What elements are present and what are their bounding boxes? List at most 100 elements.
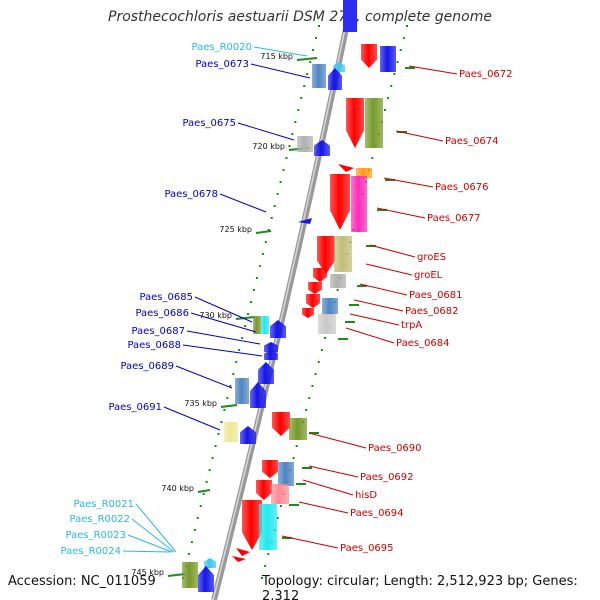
tick-label: 730 kbp xyxy=(199,311,232,320)
outer-track-dot xyxy=(320,349,323,351)
inner-track-dot xyxy=(247,313,250,315)
gene-feature xyxy=(271,484,289,504)
inner-track-dot xyxy=(273,205,276,207)
label-leader-line xyxy=(131,518,175,553)
label-leader-line xyxy=(190,312,257,333)
inner-track-dot xyxy=(238,349,241,351)
tick-label: 745 kbp xyxy=(131,568,164,577)
label-leader-line xyxy=(182,344,263,357)
gene-feature xyxy=(328,68,342,90)
label-leader-line xyxy=(194,296,253,323)
gene-label-paes-r0020: Paes_R0020 xyxy=(192,42,252,53)
gene-feature xyxy=(264,350,278,360)
inner-track-dot xyxy=(196,517,199,519)
label-leader-line xyxy=(122,550,171,553)
gene-feature xyxy=(198,566,214,592)
inner-track-dot xyxy=(285,157,288,159)
gene-label-paes-0685: Paes_0685 xyxy=(139,292,193,303)
gene-label-paes-0686: Paes_0686 xyxy=(135,308,189,319)
gene-feature xyxy=(297,136,313,152)
inner-track-dot xyxy=(250,301,252,303)
gene-feature xyxy=(262,460,278,478)
tick-mark xyxy=(197,489,211,493)
gene-feature xyxy=(289,418,307,440)
outer-track-dot xyxy=(311,385,314,387)
inner-track-dot xyxy=(220,421,223,423)
label-leader-line xyxy=(345,327,395,344)
gene-feature xyxy=(318,314,336,334)
label-leader-line xyxy=(127,534,173,553)
label-leader-line xyxy=(349,313,400,326)
outer-track-dot xyxy=(383,109,386,111)
outer-track-dot xyxy=(261,577,263,579)
inner-track-dot xyxy=(318,25,320,27)
tick-mark xyxy=(255,230,272,234)
label-leader-line xyxy=(308,465,359,478)
inner-track-dot xyxy=(193,529,196,531)
gene-label-paes-0684: Paes_0684 xyxy=(396,338,450,349)
outer-track-dot xyxy=(292,457,295,459)
label-leader-line xyxy=(186,330,261,345)
label-leader-line xyxy=(365,263,413,276)
tick-label: 720 kbp xyxy=(252,142,285,151)
gene-label-groes: groES xyxy=(417,252,446,263)
inner-track-dot xyxy=(190,541,193,543)
gene-label-paes-r0021: Paes_R0021 xyxy=(74,499,134,510)
inner-track-dot xyxy=(187,553,190,555)
gene-feature xyxy=(270,320,286,338)
gene-feature xyxy=(250,382,266,408)
label-leader-line xyxy=(298,501,349,514)
inner-track-dot xyxy=(303,85,306,87)
inner-track-dot xyxy=(208,469,211,471)
label-leader-line xyxy=(369,244,416,258)
outer-track-dot xyxy=(390,85,393,87)
accession-text: Accession: NC_011059 xyxy=(8,574,156,589)
inner-track-dot xyxy=(226,397,229,399)
gene-feature xyxy=(306,294,320,308)
inner-track-dot xyxy=(264,241,267,243)
gene-label-paes-0681: Paes_0681 xyxy=(409,290,463,301)
gene-feature xyxy=(361,44,377,68)
gene-feature xyxy=(264,342,278,352)
gene-label-paes-0687: Paes_0687 xyxy=(131,326,185,337)
inner-track-dot xyxy=(276,193,279,195)
inner-track-dot xyxy=(202,493,205,495)
gene-feature xyxy=(302,308,314,318)
tick-label: 725 kbp xyxy=(219,225,252,234)
inner-track-dot xyxy=(309,61,312,63)
outer-track-dot xyxy=(399,49,402,51)
gene-feature xyxy=(317,236,335,274)
outer-track-dot xyxy=(402,37,405,39)
gene-feature xyxy=(334,236,352,272)
inner-track-dot xyxy=(306,73,309,75)
map-title: Prosthecochloris aestuarii DSM 271, comp… xyxy=(108,9,492,25)
inner-track-dot xyxy=(235,361,238,363)
tick-label: 740 kbp xyxy=(161,484,194,493)
label-leader-line xyxy=(302,479,354,496)
gene-feature xyxy=(356,168,372,178)
gene-feature xyxy=(313,268,327,282)
gene-feature xyxy=(338,164,354,172)
gene-label-paes-0676: Paes_0676 xyxy=(435,182,489,193)
label-leader-line xyxy=(281,535,339,549)
outer-track-dot xyxy=(267,553,270,555)
outer-track-dot xyxy=(406,25,408,27)
label-leader-line xyxy=(353,299,404,312)
gene-feature xyxy=(182,562,198,588)
tick-mark xyxy=(235,316,256,320)
inner-track-dot xyxy=(205,481,208,483)
outer-track-dot xyxy=(264,565,267,567)
top-gene-block xyxy=(343,0,357,32)
inner-track-dot xyxy=(229,385,232,387)
gene-feature xyxy=(322,298,338,314)
gene-label-paes-0692: Paes_0692 xyxy=(360,472,414,483)
label-leader-line xyxy=(163,406,221,431)
inner-track-dot xyxy=(232,373,235,375)
outer-track-dot xyxy=(305,409,308,411)
outer-track-dot xyxy=(387,97,390,99)
gene-feature xyxy=(314,140,330,156)
gene-label-paes-0674: Paes_0674 xyxy=(445,136,499,147)
gene-label-paes-r0023: Paes_R0023 xyxy=(66,530,126,541)
